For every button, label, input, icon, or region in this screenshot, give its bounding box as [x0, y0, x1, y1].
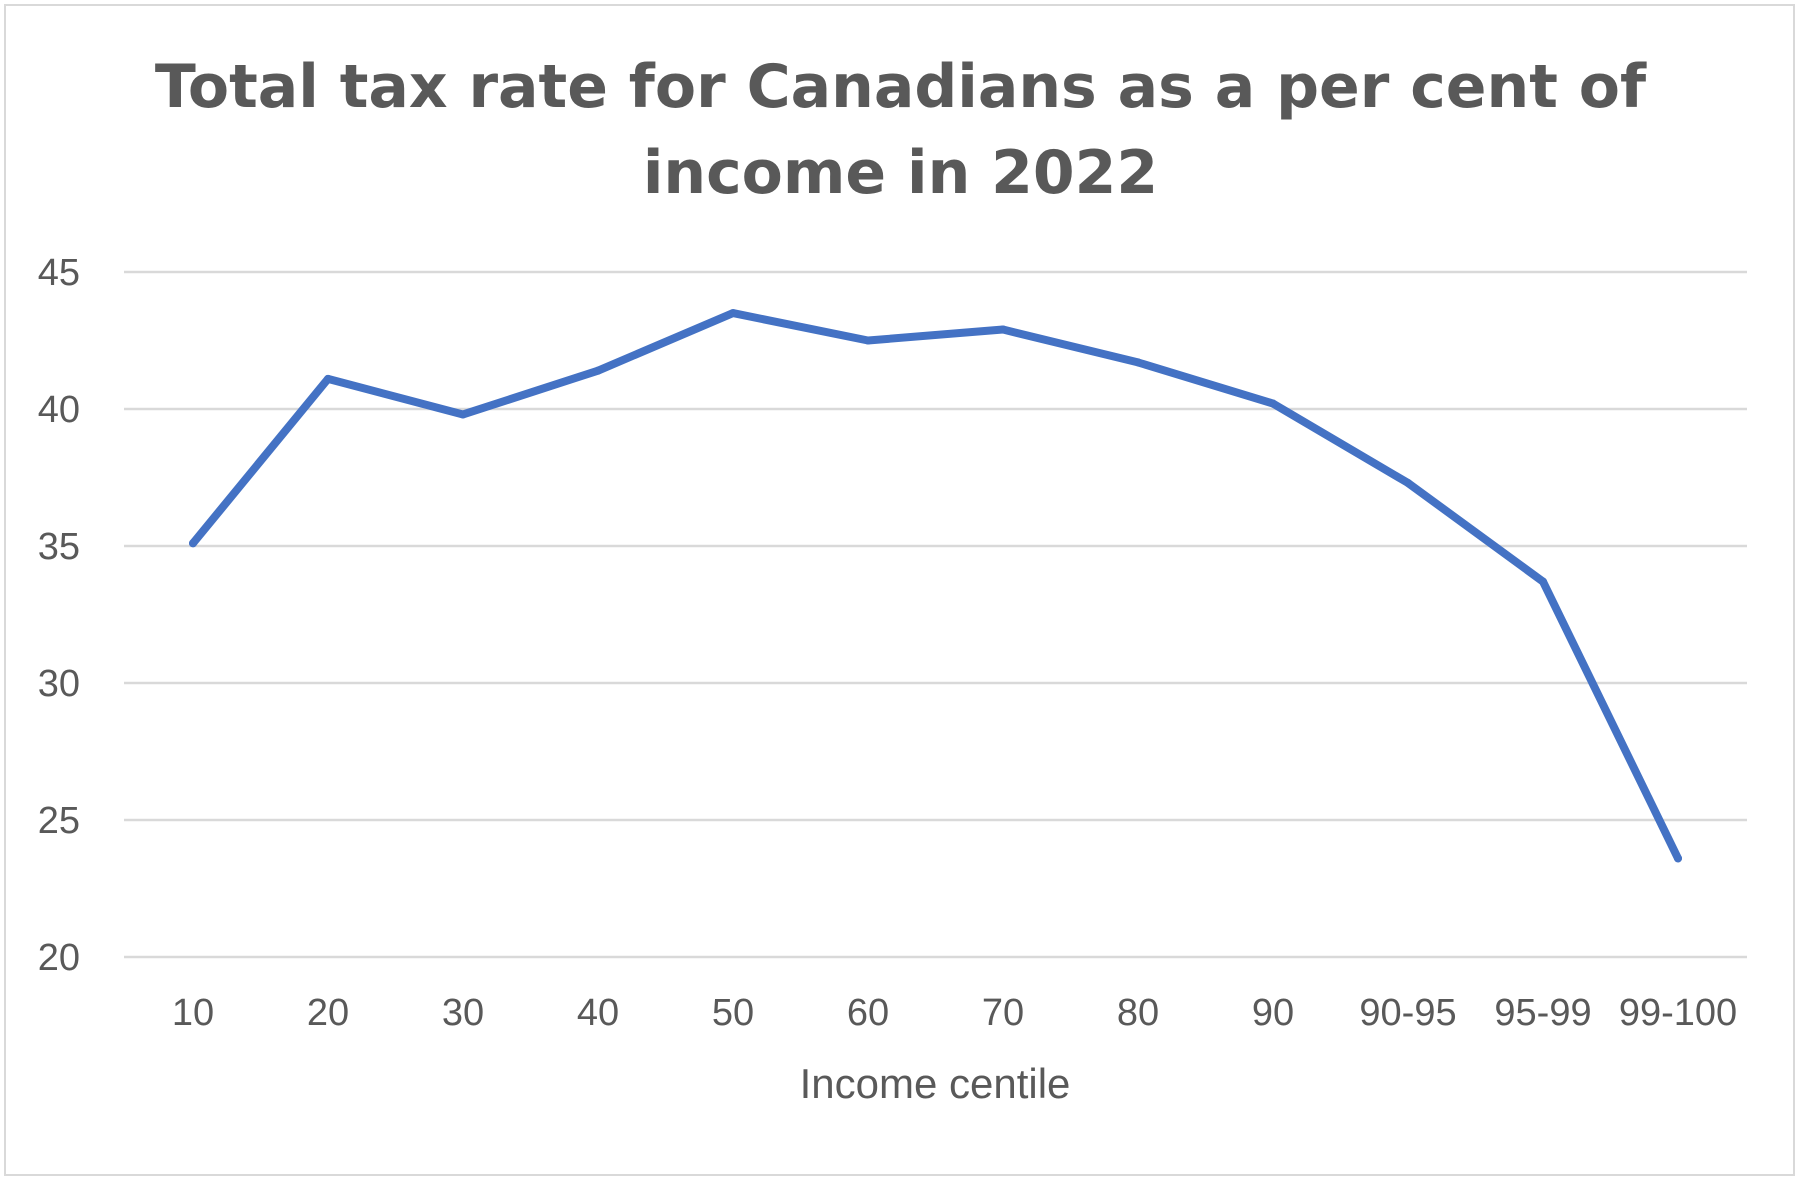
y-tick-label: 35: [38, 526, 80, 568]
data-point-10: [189, 539, 197, 548]
x-tick-label: 50: [712, 992, 754, 1034]
x-tick-label: 60: [847, 992, 889, 1034]
y-tick-label: 30: [38, 663, 80, 705]
y-tick-label: 20: [38, 937, 80, 979]
x-axis-tick-labels: 10 20 30 40 50 60 70 80 90 90-95 95-99 99-100: [172, 992, 1737, 1034]
data-point-90: [1269, 399, 1277, 408]
gridlines: [124, 270, 1747, 959]
y-axis-tick-labels: 20 25 30 35 40 45: [38, 252, 80, 979]
x-tick-label: 99-100: [1619, 992, 1737, 1034]
x-tick-label: 95-99: [1494, 992, 1591, 1034]
data-point-50: [729, 309, 737, 318]
x-tick-label: 30: [442, 992, 484, 1034]
x-tick-label: 90: [1252, 992, 1294, 1034]
y-tick-label: 45: [38, 252, 80, 294]
x-tick-label: 40: [577, 992, 619, 1034]
data-point-70: [999, 325, 1007, 334]
chart-title: Total tax rate for Canadians as a per ce…: [0, 44, 1801, 216]
x-tick-label: 90-95: [1359, 992, 1456, 1034]
x-tick-label: 70: [982, 992, 1024, 1034]
chart-frame: [4, 4, 1795, 1176]
x-axis-title: Income centile: [800, 1060, 1071, 1107]
x-tick-label: 80: [1117, 992, 1159, 1034]
x-tick-label: 20: [307, 992, 349, 1034]
data-point-40: [594, 366, 602, 375]
data-point-60: [864, 336, 872, 345]
data-point-80: [1134, 358, 1142, 367]
data-point-99-100: [1674, 854, 1682, 863]
data-point-30: [459, 410, 467, 419]
x-tick-label: 10: [172, 992, 214, 1034]
data-point-95-99: [1539, 577, 1547, 586]
data-point-20: [324, 374, 332, 383]
chart-title-line-2: income in 2022: [642, 138, 1159, 208]
series-group: [189, 309, 1682, 863]
y-tick-label: 25: [38, 800, 80, 842]
series-line-0: [189, 309, 1682, 863]
data-point-90-95: [1404, 478, 1412, 487]
chart-title-line-1: Total tax rate for Canadians as a per ce…: [154, 52, 1647, 122]
y-tick-label: 40: [38, 389, 80, 431]
